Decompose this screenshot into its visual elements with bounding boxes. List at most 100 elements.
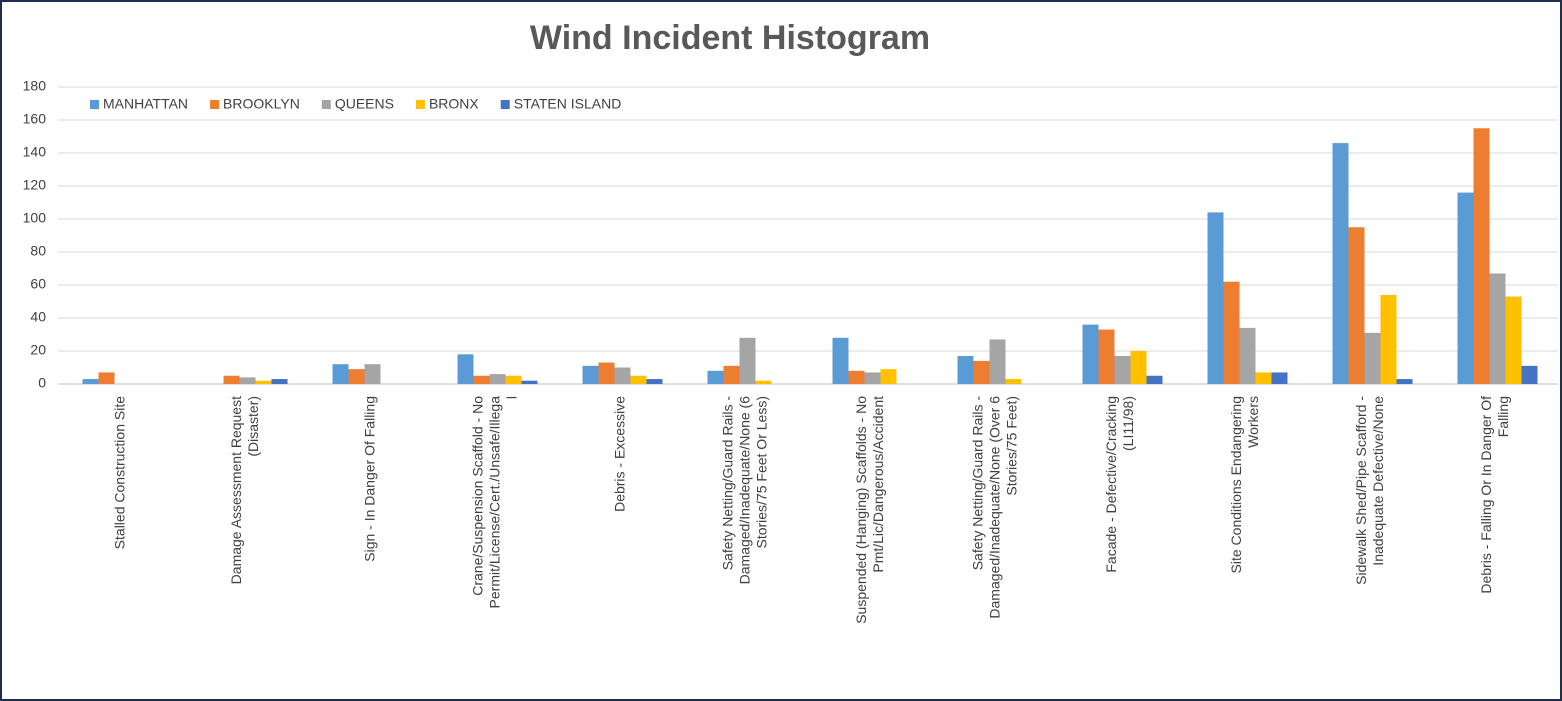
x-tick-line: Workers <box>1245 396 1261 448</box>
x-tick-line: Crane/Suspension Scaffold - No <box>469 396 485 596</box>
bar <box>473 375 490 384</box>
y-tick-label: 60 <box>30 276 46 292</box>
x-tick-line: Falling <box>1495 396 1511 437</box>
bar <box>755 380 772 384</box>
bar <box>1098 329 1115 384</box>
bar <box>348 369 365 384</box>
y-tick-label: 100 <box>23 210 47 226</box>
x-tick-label: Sign - In Danger Of Falling <box>361 396 377 562</box>
x-tick-label: Stalled Construction Site <box>111 396 127 550</box>
bar <box>82 379 99 384</box>
x-tick-label: Debris - Excessive <box>611 396 627 512</box>
bar <box>1005 379 1022 384</box>
bar <box>1489 273 1506 384</box>
legend-label: STATEN ISLAND <box>514 96 622 112</box>
x-tick-label: Sidewalk Shed/Pipe Scafford -Inadequate … <box>1353 396 1386 585</box>
x-tick-line: Pmt/Lic/Dangerous/Accident <box>870 396 886 573</box>
bar <box>646 379 663 384</box>
bar <box>255 380 272 384</box>
legend-swatch <box>321 100 331 109</box>
y-tick-label: 0 <box>38 375 46 391</box>
legend-swatch <box>415 100 425 109</box>
x-tick-label: Site Conditions EndangeringWorkers <box>1228 396 1261 573</box>
x-tick-line: Site Conditions Endangering <box>1228 396 1244 573</box>
bar <box>1146 375 1163 384</box>
x-tick-line: Damaged/Inadequate/None (6 <box>736 396 752 585</box>
bar <box>1521 365 1538 384</box>
bar <box>1396 379 1413 384</box>
x-tick-line: Damaged/Inadequate/None (Over 6 <box>986 396 1002 619</box>
y-tick-label: 120 <box>23 177 47 193</box>
bar <box>1082 324 1099 384</box>
x-tick-line: Facade - Defective/Cracking <box>1103 396 1119 573</box>
x-tick-label: Debris - Falling Or In Danger OfFalling <box>1478 396 1511 594</box>
x-tick-line: Debris - Falling Or In Danger Of <box>1478 396 1494 594</box>
bar <box>521 380 538 384</box>
bar <box>223 375 240 384</box>
bar <box>457 354 474 384</box>
bar <box>614 367 631 384</box>
bar <box>1207 212 1224 384</box>
legend-label: QUEENS <box>335 96 394 112</box>
y-tick-label: 20 <box>30 342 46 358</box>
legend-swatch <box>500 100 510 109</box>
legend-label: BRONX <box>429 96 479 112</box>
bar <box>1130 351 1147 384</box>
bar <box>973 360 990 384</box>
x-tick-line: (LI11/98) <box>1120 396 1136 451</box>
bar <box>271 379 288 384</box>
bar <box>1114 355 1131 384</box>
bar <box>598 362 615 384</box>
bar <box>1364 332 1381 384</box>
bar <box>1223 281 1240 384</box>
x-tick-line: Stalled Construction Site <box>111 396 127 550</box>
bar <box>848 370 865 384</box>
bar <box>630 375 647 384</box>
bar <box>1239 327 1256 384</box>
bar <box>1271 372 1288 384</box>
bar <box>1255 372 1272 384</box>
bar <box>239 377 256 384</box>
legend-label: BROOKLYN <box>223 96 300 112</box>
bar <box>582 365 599 384</box>
x-tick-label: Suspended (Hanging) Scaffolds - NoPmt/Li… <box>853 396 886 624</box>
x-tick-label: Safety Netting/Guard Rails -Damaged/Inad… <box>719 396 769 585</box>
bar <box>1473 128 1490 384</box>
bar <box>505 375 522 384</box>
x-tick-label: Crane/Suspension Scaffold - NoPermit/Lic… <box>469 396 519 609</box>
x-tick-line: Safety Netting/Guard Rails - <box>969 396 985 571</box>
y-tick-label: 80 <box>30 243 46 259</box>
bar <box>1380 294 1397 384</box>
bar <box>1505 296 1522 384</box>
bar <box>364 364 381 384</box>
x-tick-line: (Disaster) <box>245 396 261 457</box>
bar <box>98 372 115 384</box>
x-tick-line: Stories/75 Feet) <box>1003 396 1019 496</box>
x-tick-line: l <box>503 396 519 399</box>
x-tick-line: Stories/75 Feet Or Less) <box>753 396 769 549</box>
bar <box>1332 143 1349 384</box>
x-tick-line: Permit/License/Cert./Unsafe/Illega <box>486 396 502 609</box>
x-tick-line: Sidewalk Shed/Pipe Scafford - <box>1353 396 1369 585</box>
y-tick-label: 160 <box>23 111 47 127</box>
bar <box>1457 192 1474 384</box>
bar <box>989 339 1006 384</box>
bar <box>880 369 897 384</box>
x-tick-label: Damage Assessment Request(Disaster) <box>228 396 261 584</box>
bar <box>332 364 349 384</box>
legend-swatch <box>90 100 99 109</box>
x-tick-line: Sign - In Danger Of Falling <box>361 396 377 562</box>
y-tick-label: 140 <box>23 144 47 160</box>
bar <box>707 370 724 384</box>
bar <box>1348 227 1365 384</box>
y-tick-label: 180 <box>23 78 47 94</box>
x-tick-line: Inadequate Defective/None <box>1370 396 1386 566</box>
bar <box>832 337 849 384</box>
bar <box>864 372 881 384</box>
legend-label: MANHATTAN <box>103 96 188 112</box>
x-tick-label: Facade - Defective/Cracking(LI11/98) <box>1103 396 1136 573</box>
bar <box>957 355 974 384</box>
bar <box>489 374 506 384</box>
x-tick-label: Safety Netting/Guard Rails -Damaged/Inad… <box>969 396 1019 619</box>
